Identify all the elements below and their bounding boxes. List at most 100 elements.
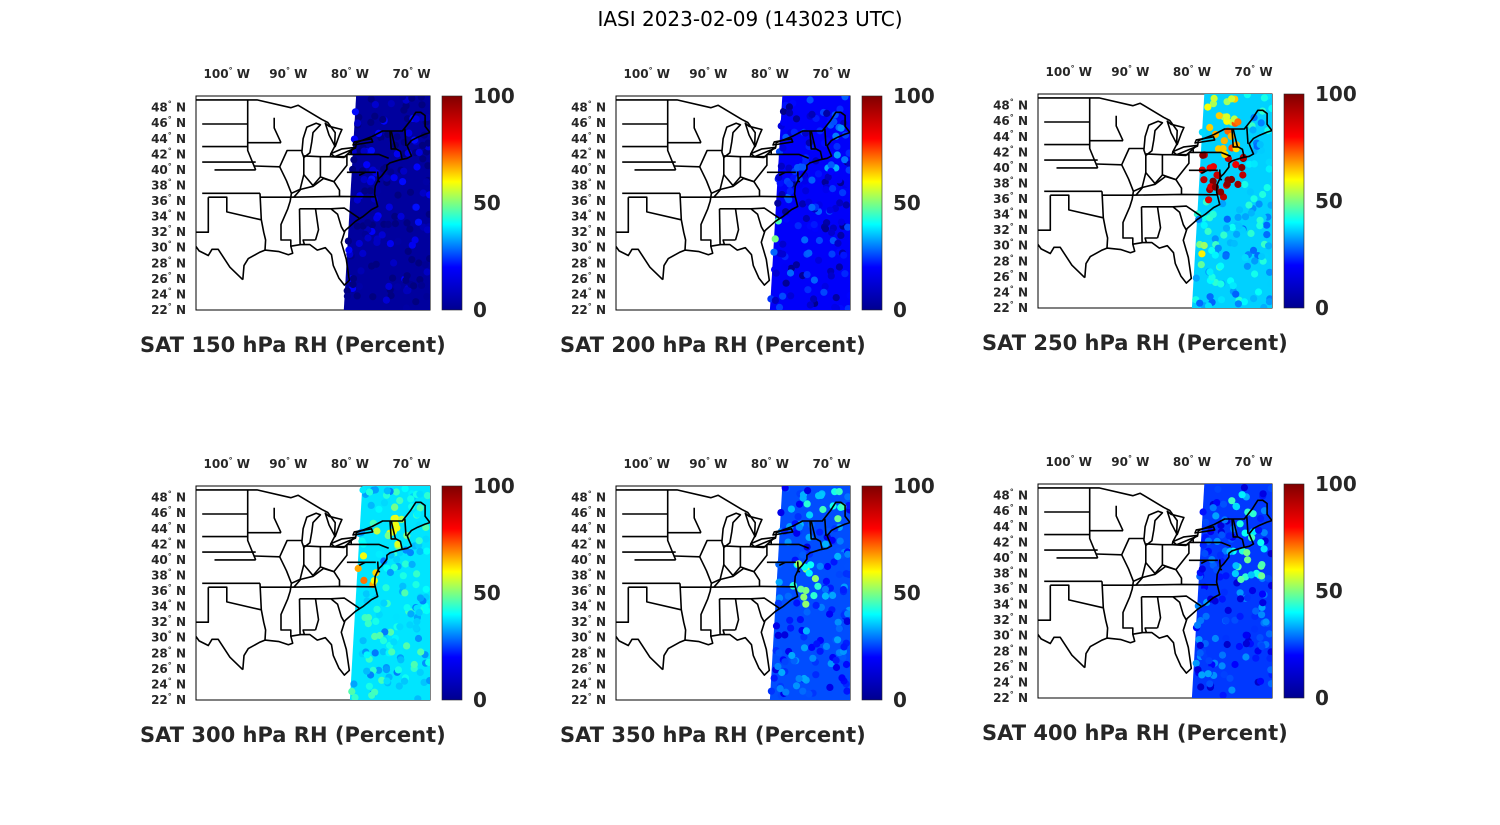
longitude-label: 80° W — [751, 456, 789, 471]
rh-observation — [1262, 618, 1270, 626]
rh-observation — [373, 605, 381, 613]
rh-observation — [1236, 589, 1244, 597]
rh-observation — [1199, 588, 1207, 596]
rh-observation — [360, 147, 368, 155]
rh-observation — [821, 540, 830, 548]
latitude-label: 36° N — [151, 583, 186, 598]
rh-observation — [822, 642, 831, 650]
rh-observation — [845, 502, 850, 510]
latitude-label: 46° N — [993, 113, 1028, 128]
rh-observation — [349, 165, 357, 173]
rh-observation — [1209, 177, 1217, 185]
rh-observation — [418, 114, 426, 122]
rh-observation — [821, 225, 830, 233]
rh-observation — [1222, 634, 1230, 642]
rh-observation — [1241, 254, 1249, 262]
rh-observation — [1258, 590, 1267, 598]
rh-observation — [793, 529, 801, 537]
rh-observation — [360, 576, 368, 584]
rh-observation — [1243, 262, 1251, 270]
rh-observation — [353, 292, 361, 300]
rh-observation — [374, 187, 382, 195]
rh-observation — [406, 225, 414, 233]
longitude-label: 90° W — [1111, 64, 1149, 79]
longitude-label: 70° W — [812, 456, 850, 471]
rh-observation — [826, 610, 834, 618]
rh-observation — [1268, 104, 1272, 112]
rh-observation — [1234, 300, 1242, 308]
rh-observation — [810, 295, 818, 303]
colorbar-tick-label: 100 — [893, 474, 935, 498]
map-plot: 100° W 90° W 80° W 70° W 48° N46° N44° N42° … — [151, 456, 515, 712]
latitude-label: 38° N — [151, 567, 186, 582]
latitude-label: 48° N — [993, 488, 1028, 503]
satellite-swath — [1191, 484, 1272, 698]
rh-observation — [385, 282, 393, 290]
rh-observation — [806, 511, 814, 519]
longitude-label: 90° W — [1111, 454, 1149, 469]
rh-observation — [813, 640, 821, 648]
rh-observation — [1211, 251, 1219, 259]
rh-observation — [419, 141, 427, 149]
rh-observation — [1245, 201, 1253, 209]
state-boundaries — [616, 489, 850, 676]
rh-observation — [844, 180, 850, 188]
rh-observation — [805, 690, 813, 698]
rh-observation — [1215, 112, 1223, 120]
rh-observation — [822, 577, 830, 585]
rh-observation — [800, 644, 809, 652]
latitude-label: 38° N — [151, 177, 186, 192]
rh-observation — [792, 682, 801, 690]
rh-observation — [1246, 188, 1254, 196]
rh-observation — [379, 637, 388, 645]
colorbar — [441, 95, 463, 311]
rh-observation — [1248, 587, 1257, 595]
rh-observation — [400, 677, 409, 685]
rh-observation — [373, 238, 381, 246]
map-plot: 100° W 90° W 80° W 70° W 48° N46° N44° N42° … — [993, 64, 1357, 320]
latitude-label: 40° N — [571, 552, 606, 567]
rh-observation — [389, 274, 397, 282]
rh-observation — [775, 303, 784, 310]
rh-observation — [401, 560, 410, 568]
rh-observation — [416, 276, 424, 284]
latitude-label: 38° N — [571, 567, 606, 582]
rh-observation — [1219, 500, 1228, 508]
rh-observation — [816, 647, 824, 655]
latitude-label: 46° N — [571, 505, 606, 520]
rh-observation — [826, 206, 834, 214]
rh-observation — [406, 621, 414, 629]
rh-observation — [1220, 231, 1228, 239]
rh-observation — [393, 133, 401, 141]
latitude-label: 42° N — [571, 146, 606, 161]
rh-observation — [828, 228, 836, 237]
rh-observation — [1198, 671, 1206, 679]
rh-observation — [1260, 507, 1269, 515]
rh-observation — [412, 581, 420, 589]
longitude-label: 80° W — [1173, 64, 1211, 79]
rh-observation — [1241, 213, 1250, 221]
rh-observation — [1209, 504, 1217, 512]
rh-observation — [834, 636, 842, 644]
latitude-label: 24° N — [571, 676, 606, 691]
longitude-label: 100° W — [204, 456, 250, 471]
rh-observation — [367, 118, 375, 126]
rh-observation — [395, 682, 403, 690]
rh-observation — [408, 256, 416, 264]
colorbar-tick-label: 50 — [1315, 189, 1343, 213]
rh-observation — [1196, 641, 1204, 649]
longitude-label: 70° W — [392, 66, 430, 81]
satellite-swath — [343, 96, 430, 310]
rh-observation — [835, 263, 843, 271]
rh-observation — [1217, 280, 1225, 288]
rh-observation — [402, 304, 411, 310]
colorbar-tick-label: 100 — [1315, 472, 1357, 496]
rh-observation — [844, 223, 850, 231]
rh-observation — [795, 523, 803, 531]
rh-observation — [1220, 671, 1228, 679]
rh-observation — [1219, 145, 1227, 153]
rh-observation — [1267, 582, 1272, 590]
rh-observation — [364, 614, 373, 622]
latitude-label: 36° N — [993, 191, 1028, 206]
latitude-label: 28° N — [151, 255, 186, 270]
